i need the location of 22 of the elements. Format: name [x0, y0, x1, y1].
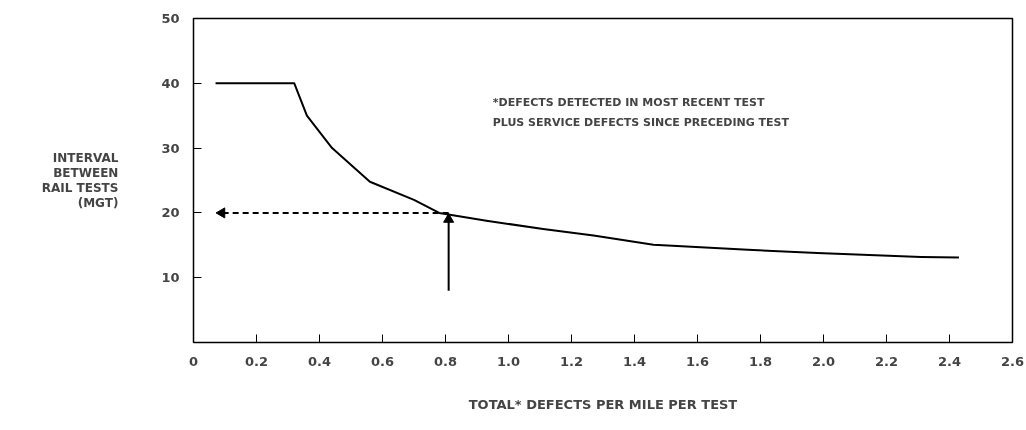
x-tick-label: 0: [188, 353, 199, 369]
x-tick-label: 2.2: [874, 353, 899, 369]
x-tick-label: 2.4: [937, 353, 962, 369]
y-axis-title: INTERVAL BETWEEN RAIL TESTS (MGT): [41, 151, 119, 210]
y-tick-label: 10: [161, 270, 180, 286]
y-tick-label: 30: [161, 140, 180, 156]
x-tick-label: 2.6: [1000, 353, 1025, 369]
x-tick-label: 0.8: [433, 353, 458, 369]
x-tick-label: 1.4: [622, 353, 647, 369]
x-tick-label: 0.6: [370, 353, 395, 369]
x-tick-label: 0.2: [244, 353, 269, 369]
x-tick-label: 1.8: [748, 353, 773, 369]
annotation: *DEFECTS DETECTED IN MOST RECENT TEST PLUS SERVICE DEFECTS SINCE PRECEDING TEST: [492, 96, 790, 129]
x-axis-title: TOTAL* DEFECTS PER MILE PER TEST: [468, 396, 738, 412]
x-tick-label: 2.0: [811, 353, 836, 369]
y-tick-label: 20: [161, 205, 180, 221]
y-tick-label: 40: [161, 75, 180, 91]
x-tick-label: 1.0: [496, 353, 521, 369]
x-tick-label: 1.6: [685, 353, 710, 369]
x-tick-label: 1.2: [559, 353, 584, 369]
x-tick-label: 0.4: [307, 353, 332, 369]
y-tick-label: 50: [161, 11, 180, 26]
